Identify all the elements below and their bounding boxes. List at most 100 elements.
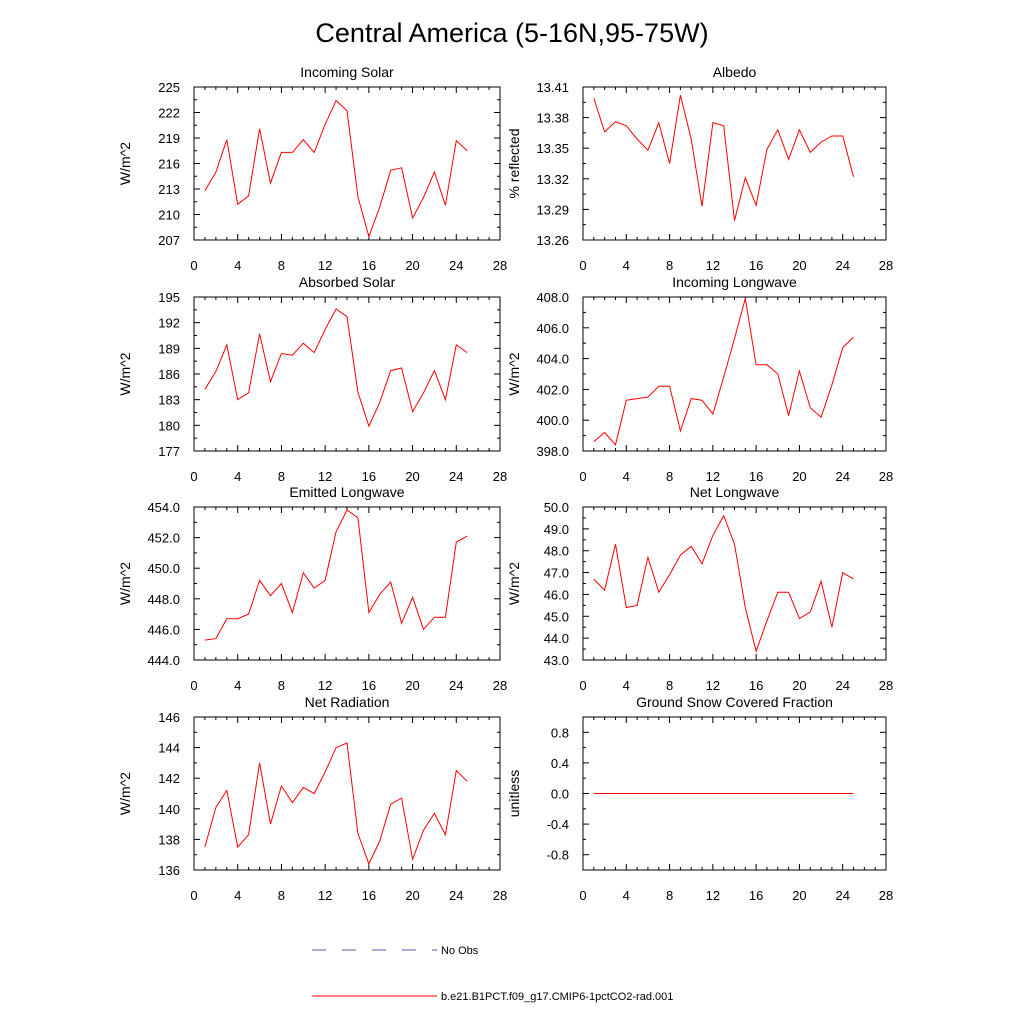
x-tick-label: 12 [318, 888, 332, 903]
x-tick-label: 0 [579, 888, 586, 903]
legend-label-model: b.e21.B1PCT.f09_g17.CMIP6-1pctCO2-rad.00… [441, 991, 673, 1003]
x-tick-label: 16 [362, 258, 376, 273]
y-tick-label: 140 [158, 802, 180, 817]
y-tick-label: 142 [158, 771, 180, 786]
panel-1: Albedo % reflected 0 4 8 12 16 20 24 28 13.26 13.29… [506, 64, 893, 273]
panel-title: Albedo [713, 64, 757, 80]
x-tick-label: 8 [278, 258, 285, 273]
legend-label-no-obs: No Obs [441, 945, 479, 957]
x-tick-label: 0 [190, 469, 197, 484]
y-tick-label: 138 [158, 832, 180, 847]
x-tick-label: 28 [879, 888, 893, 903]
y-tick-label: 448.0 [147, 592, 180, 607]
x-tick-label: 28 [493, 258, 507, 273]
series-line [593, 298, 854, 446]
x-tick-label: 12 [318, 258, 332, 273]
y-tick-label: 192 [158, 316, 180, 331]
x-tick-label: 0 [579, 678, 586, 693]
x-tick-label: 4 [623, 888, 630, 903]
x-tick-label: 16 [749, 258, 763, 273]
y-axis-label: % reflected [506, 128, 522, 198]
x-tick-label: 24 [835, 258, 849, 273]
y-tick-label: 408.0 [536, 290, 569, 305]
y-tick-label: 444.0 [147, 653, 180, 668]
y-tick-label: 47.0 [544, 566, 569, 581]
x-tick-label: 12 [706, 469, 720, 484]
y-tick-label: 13.35 [536, 141, 569, 156]
x-tick-label: 4 [234, 678, 241, 693]
y-tick-label: 446.0 [147, 622, 180, 637]
x-tick-label: 24 [835, 888, 849, 903]
x-tick-label: 12 [706, 678, 720, 693]
y-tick-label: 402.0 [536, 382, 569, 397]
x-tick-label: 8 [278, 888, 285, 903]
y-tick-label: -0.4 [547, 817, 569, 832]
y-tick-label: 225 [158, 80, 180, 95]
y-axis-label: unitless [506, 770, 522, 817]
y-tick-label: 452.0 [147, 531, 180, 546]
y-tick-label: 213 [158, 182, 180, 197]
y-axis-label: W/m^2 [117, 562, 133, 605]
panel-title: Net Longwave [690, 484, 780, 500]
panels-group: Incoming Solar W/m^2 0 4 8 12 16 20 24 28 207 210 21… [117, 64, 893, 903]
x-tick-label: 20 [405, 258, 419, 273]
y-tick-label: 13.29 [536, 202, 569, 217]
series-line [204, 308, 468, 428]
x-tick-label: 0 [190, 888, 197, 903]
y-tick-label: -0.8 [547, 848, 569, 863]
y-tick-label: 450.0 [147, 561, 180, 576]
y-tick-label: 404.0 [536, 352, 569, 367]
y-tick-label: 183 [158, 393, 180, 408]
x-tick-label: 20 [792, 888, 806, 903]
x-tick-label: 24 [449, 888, 463, 903]
y-tick-label: 13.41 [536, 80, 569, 95]
y-tick-label: 400.0 [536, 413, 569, 428]
x-tick-label: 20 [792, 258, 806, 273]
y-tick-label: 13.26 [536, 233, 569, 248]
y-tick-label: 13.38 [536, 111, 569, 126]
x-tick-label: 0 [190, 258, 197, 273]
y-tick-label: 177 [158, 444, 180, 459]
x-tick-label: 4 [234, 888, 241, 903]
y-tick-label: 189 [158, 341, 180, 356]
x-tick-label: 12 [706, 888, 720, 903]
panel-4: Emitted Longwave W/m^2 0 4 8 12 16 20 24 28 444.0 4… [117, 484, 507, 693]
x-tick-label: 16 [749, 469, 763, 484]
panel-0: Incoming Solar W/m^2 0 4 8 12 16 20 24 28 207 210 21… [117, 64, 507, 273]
x-tick-label: 8 [666, 888, 673, 903]
x-tick-label: 12 [706, 258, 720, 273]
y-axis-label: W/m^2 [506, 562, 522, 605]
panel-title: Incoming Longwave [672, 274, 797, 290]
x-tick-label: 24 [449, 258, 463, 273]
y-tick-label: 210 [158, 208, 180, 223]
x-tick-label: 24 [835, 678, 849, 693]
panel-title: Ground Snow Covered Fraction [636, 694, 833, 710]
panel-title: Net Radiation [305, 694, 390, 710]
x-tick-label: 20 [405, 469, 419, 484]
panel-title: Absorbed Solar [299, 274, 396, 290]
panel-3: Incoming Longwave W/m^2 0 4 8 12 16 20 24 28 398.0… [506, 274, 893, 484]
y-tick-label: 144 [158, 741, 180, 756]
y-tick-label: 49.0 [544, 522, 569, 537]
x-tick-label: 12 [318, 469, 332, 484]
y-axis-label: W/m^2 [117, 142, 133, 185]
x-tick-label: 16 [749, 678, 763, 693]
x-tick-label: 4 [234, 469, 241, 484]
y-tick-label: 13.32 [536, 172, 569, 187]
x-tick-label: 20 [792, 678, 806, 693]
series-line [204, 99, 468, 239]
y-tick-label: 136 [158, 863, 180, 878]
panel-title: Emitted Longwave [289, 484, 404, 500]
x-tick-label: 28 [493, 888, 507, 903]
plot-frame [582, 296, 887, 452]
panel-2: Absorbed Solar W/m^2 0 4 8 12 16 20 24 28 177 180 18… [117, 274, 507, 484]
y-tick-label: 146 [158, 710, 180, 725]
x-tick-label: 20 [792, 469, 806, 484]
x-tick-label: 28 [493, 469, 507, 484]
x-tick-label: 16 [749, 888, 763, 903]
y-tick-label: 186 [158, 367, 180, 382]
x-tick-label: 4 [623, 678, 630, 693]
x-tick-label: 4 [234, 258, 241, 273]
x-tick-label: 20 [405, 678, 419, 693]
